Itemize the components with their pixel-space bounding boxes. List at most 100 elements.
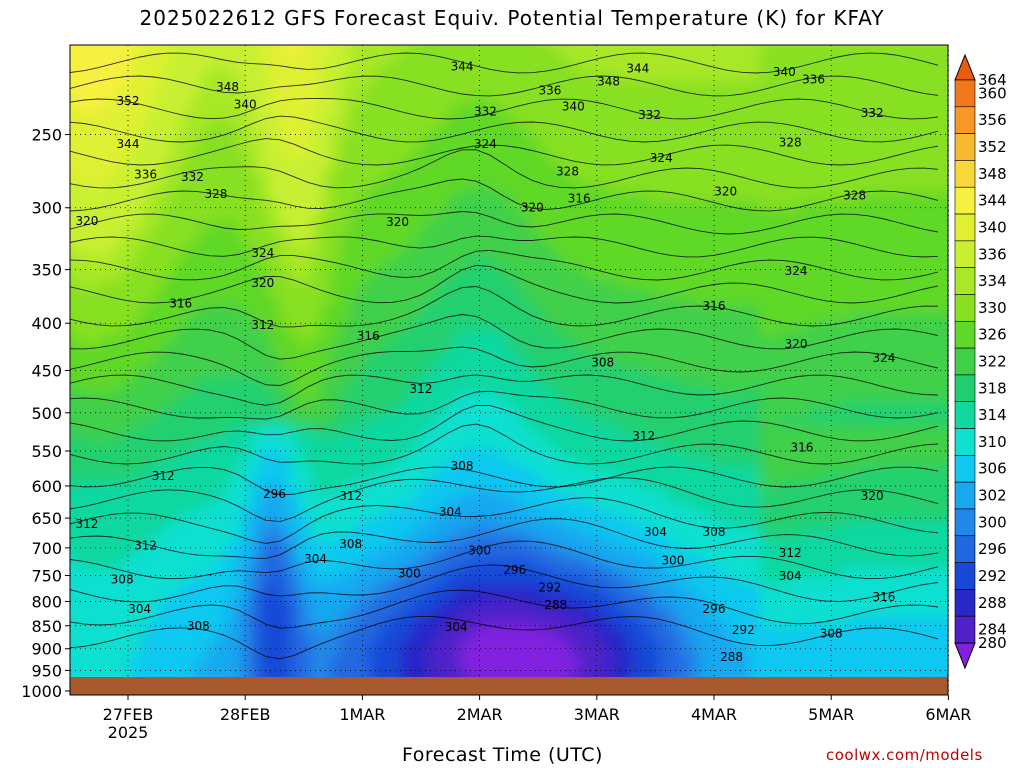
contour-line (70, 115, 939, 143)
contour-line (70, 540, 939, 580)
colorbar-swatch (954, 79, 976, 108)
y-tick-label: 400 (31, 314, 62, 333)
contour-label: 336 (134, 167, 157, 181)
contour-line (70, 149, 939, 189)
x-tick-label: 2MAR (457, 705, 503, 724)
y-axis: 250 300 350 400 450 500 550 600 650 700 750 800 850 9… (21, 126, 70, 701)
contour-label: 316 (357, 329, 380, 343)
colorbar-swatch (954, 106, 976, 134)
contour-label: 320 (785, 337, 808, 351)
contour-label: 352 (117, 94, 140, 108)
contour-label: 312 (779, 546, 802, 560)
colorbar-label: 330 (978, 299, 1007, 317)
contour-label: 348 (597, 74, 620, 88)
contour-label: 336 (538, 83, 561, 97)
contour-labels: 344 348 352 340 344 336 332 328 320 324 320 316 312 3… (76, 59, 896, 664)
contour-label: 288 (544, 598, 567, 612)
contour-label: 324 (785, 264, 808, 278)
contour-label: 328 (843, 189, 866, 203)
contour-label: 312 (134, 539, 157, 553)
contour-label: 308 (111, 572, 134, 586)
contour-line (70, 264, 939, 304)
colorbar-label: 314 (978, 406, 1007, 424)
contour-line (70, 589, 939, 629)
contour-label: 304 (644, 525, 667, 539)
contour-line (70, 564, 939, 603)
source-credit[interactable]: coolwx.com/models (826, 746, 983, 764)
contour-label: 304 (445, 620, 468, 634)
contour-line (70, 235, 939, 258)
contour-label: 320 (251, 276, 274, 290)
colorbar-label: 360 (978, 84, 1007, 102)
temperature-field (70, 45, 948, 695)
contour-label: 332 (861, 106, 884, 120)
contour-lines (70, 52, 939, 660)
y-tick-label: 900 (31, 640, 62, 659)
contour-label: 296 (503, 563, 526, 577)
colorbar-swatch (954, 401, 976, 429)
contour-line (70, 314, 939, 360)
colorbar-label: 300 (978, 513, 1007, 531)
colorbar-label: 302 (978, 487, 1007, 505)
contour-label: 340 (234, 98, 257, 112)
contour-label: 344 (626, 61, 649, 75)
contour-label: 320 (521, 201, 544, 215)
contour-label: 324 (872, 351, 895, 365)
x-tick-label: 28FEB (220, 705, 271, 724)
colorbar-cap-top (954, 53, 976, 81)
contour-label: 324 (251, 246, 274, 260)
contour-label: 344 (451, 59, 474, 73)
contour-label: 344 (117, 137, 140, 151)
contour-label: 320 (76, 214, 99, 228)
ground-strip (70, 677, 948, 695)
contour-label: 328 (779, 136, 802, 150)
colorbar-label: 310 (978, 433, 1007, 451)
x-axis: 27FEB 28FEB 1MAR 2MAR 3MAR 4MAR 5MAR 6MAR 2025 (103, 695, 971, 742)
contour-line (70, 466, 939, 496)
contour-label: 320 (861, 489, 884, 503)
contour-label: 340 (773, 65, 796, 79)
colorbar-swatch (954, 374, 976, 403)
contour-label: 312 (632, 429, 655, 443)
y-tick-label: 450 (31, 361, 62, 380)
contour-label: 316 (568, 191, 591, 205)
contour-label: 308 (591, 355, 614, 369)
contour-label: 332 (474, 104, 497, 118)
colorbar-swatch (954, 589, 976, 617)
contour-label: 308 (703, 525, 726, 539)
contour-label: 308 (820, 626, 843, 640)
contour-label: 312 (410, 382, 433, 396)
colorbar-swatch (954, 481, 976, 510)
colorbar-swatch (954, 455, 976, 483)
colorbar-swatch (954, 213, 976, 242)
colorbar-label: 322 (978, 353, 1007, 371)
colorbar-label: 296 (978, 540, 1007, 558)
contour-label: 304 (439, 505, 462, 519)
contour-line (70, 249, 939, 281)
contour-label: 324 (474, 137, 497, 151)
contour-label: 320 (386, 215, 409, 229)
colorbar-label: 348 (978, 165, 1007, 183)
y-tick-label: 750 (31, 567, 62, 586)
contour-label: 292 (732, 623, 755, 637)
contour-label: 316 (872, 590, 895, 604)
colorbar-swatch (954, 240, 976, 268)
y-tick-label: 500 (31, 404, 62, 423)
colorbar-swatch (954, 508, 976, 537)
y-tick-label: 650 (31, 509, 62, 528)
contour-line (70, 390, 939, 420)
colorbar-swatch (954, 320, 976, 349)
colorbar-swatch (954, 615, 976, 644)
x-tick-label: 27FEB (103, 705, 154, 724)
contour-label: 308 (187, 619, 210, 633)
contour-label: 332 (638, 108, 661, 122)
colorbar-swatch (954, 160, 976, 188)
colorbar-cap-bottom (954, 642, 976, 670)
y-tick-label: 1000 (21, 682, 62, 701)
contour-line (70, 138, 939, 166)
colorbar-label: 340 (978, 218, 1007, 236)
contour-label: 320 (714, 184, 737, 198)
contour-label: 304 (779, 569, 802, 583)
